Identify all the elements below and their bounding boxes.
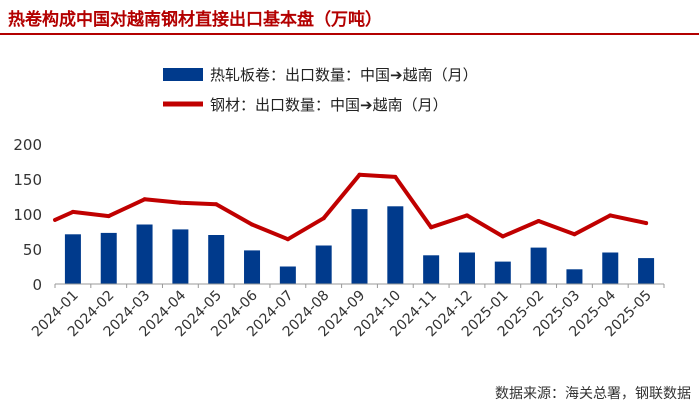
bar	[136, 224, 153, 284]
line-point	[644, 221, 649, 226]
line-point	[536, 219, 541, 223]
chart-title: 热卷构成中国对越南钢材直接出口基本盘（万吨）	[8, 10, 382, 30]
y-axis: 0 50 100 150 200	[13, 136, 42, 294]
legend-label-line: 钢材：出口数量：中国➔越南（月）	[210, 96, 448, 114]
bar	[566, 269, 583, 284]
bar	[100, 232, 117, 284]
line-point	[178, 200, 183, 205]
bar	[64, 234, 81, 284]
line-point	[572, 232, 577, 237]
bar	[208, 235, 225, 284]
x-axis: 2024-012024-022024-032024-042024-052024-…	[29, 283, 665, 340]
bar	[172, 229, 189, 284]
bar	[279, 266, 296, 284]
y-tick-label: 50	[23, 241, 42, 259]
line-point	[250, 222, 255, 227]
y-tick-label: 150	[13, 171, 42, 189]
bar	[458, 252, 475, 284]
bar	[638, 258, 655, 284]
legend: 热轧板卷：出口数量：中国➔越南（月） 钢材：出口数量：中国➔越南（月）	[163, 66, 478, 114]
y-tick-label: 100	[13, 206, 42, 224]
line-point	[429, 225, 434, 230]
y-tick-label: 200	[13, 136, 42, 154]
bar	[423, 255, 440, 284]
data-source-note: 数据来源：海关总署，钢联数据	[495, 386, 691, 402]
line-point	[285, 237, 290, 242]
bar	[351, 209, 368, 284]
bar	[387, 206, 404, 284]
y-tick-label: 0	[32, 276, 42, 294]
title-underline	[0, 33, 699, 35]
bar	[315, 245, 332, 284]
line-series	[53, 172, 649, 242]
line-point	[608, 213, 613, 218]
bar	[602, 252, 619, 284]
line-point	[142, 197, 147, 202]
bar	[530, 247, 547, 284]
line-point	[464, 213, 469, 218]
bar	[244, 250, 261, 284]
legend-swatch-bar	[163, 68, 203, 81]
line-point	[500, 234, 505, 239]
line-point	[70, 209, 75, 214]
line-point	[393, 174, 398, 179]
bar	[494, 261, 511, 284]
line-point	[321, 216, 326, 221]
legend-label-bar: 热轧板卷：出口数量：中国➔越南（月）	[210, 66, 478, 84]
line-point	[106, 214, 111, 219]
line-path	[53, 172, 649, 242]
line-point	[357, 172, 362, 177]
line-point	[214, 202, 219, 207]
bar-series	[64, 206, 655, 284]
